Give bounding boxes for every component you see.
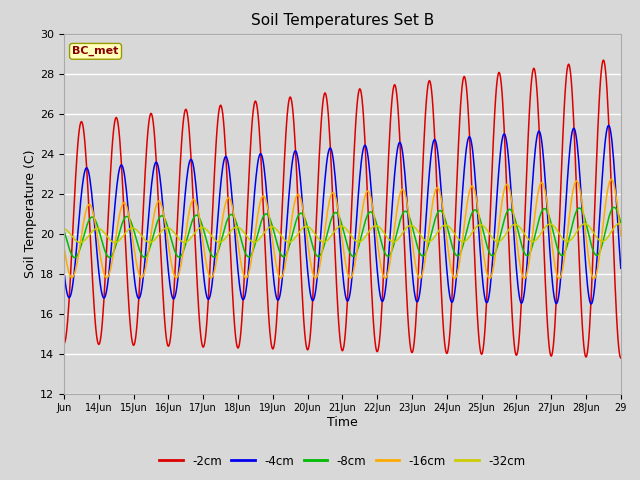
-2cm [69, 230, 77, 236]
Line: -8cm: -8cm [64, 207, 621, 258]
-32cm [617, 221, 625, 227]
-16cm [513, 241, 521, 247]
-32cm [76, 240, 84, 245]
-8cm [514, 227, 522, 233]
-16cm [617, 233, 625, 239]
-4cm [530, 163, 538, 169]
Line: -32cm: -32cm [64, 223, 621, 242]
-8cm [71, 255, 79, 261]
-4cm [588, 301, 595, 307]
-8cm [617, 220, 625, 226]
-32cm [60, 226, 68, 232]
-4cm [136, 294, 144, 300]
-4cm [513, 275, 521, 280]
Y-axis label: Soil Temperature (C): Soil Temperature (C) [24, 149, 37, 278]
Legend: -2cm, -4cm, -8cm, -16cm, -32cm: -2cm, -4cm, -8cm, -16cm, -32cm [154, 450, 531, 472]
-2cm [182, 108, 190, 113]
-32cm [461, 239, 468, 244]
-8cm [531, 235, 538, 240]
-16cm [607, 176, 615, 182]
Text: BC_met: BC_met [72, 46, 119, 57]
-4cm [60, 269, 68, 275]
-16cm [530, 221, 538, 227]
-4cm [617, 265, 625, 271]
-2cm [617, 355, 625, 361]
-32cm [616, 220, 623, 226]
-16cm [60, 244, 68, 250]
-2cm [600, 57, 607, 63]
-16cm [182, 226, 190, 231]
-8cm [137, 251, 145, 256]
-16cm [69, 275, 77, 280]
Line: -4cm: -4cm [64, 125, 621, 304]
-16cm [460, 223, 468, 229]
-2cm [513, 351, 521, 357]
-16cm [136, 274, 144, 279]
-2cm [136, 271, 144, 277]
-16cm [590, 276, 598, 282]
-4cm [605, 122, 612, 128]
-32cm [514, 222, 522, 228]
Line: -2cm: -2cm [64, 60, 621, 358]
-8cm [60, 228, 68, 233]
-32cm [137, 232, 145, 238]
-2cm [530, 65, 538, 71]
Line: -16cm: -16cm [64, 179, 621, 279]
-4cm [182, 178, 190, 183]
-32cm [184, 239, 191, 244]
-8cm [611, 204, 618, 210]
-2cm [460, 73, 468, 79]
-8cm [69, 253, 77, 259]
-2cm [60, 341, 68, 347]
Title: Soil Temperatures Set B: Soil Temperatures Set B [251, 13, 434, 28]
-4cm [69, 282, 77, 288]
-8cm [184, 235, 191, 241]
-32cm [69, 234, 77, 240]
-8cm [461, 235, 468, 241]
X-axis label: Time: Time [327, 416, 358, 429]
-4cm [460, 168, 468, 173]
-32cm [531, 238, 538, 244]
